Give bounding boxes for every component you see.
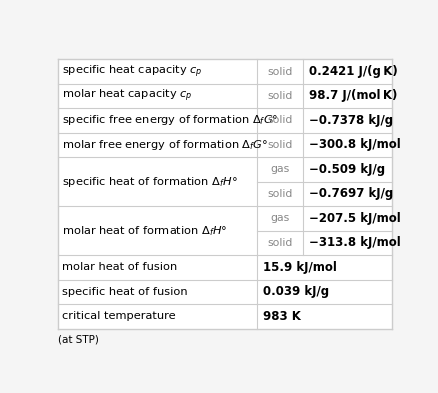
Text: −0.7697 kJ/g: −0.7697 kJ/g (309, 187, 393, 200)
Bar (58, 59, 391, 329)
Text: solid: solid (267, 116, 292, 125)
Text: specific free energy of formation $\Delta_f G°$: specific free energy of formation $\Delt… (62, 114, 278, 127)
Text: −0.7378 kJ/g: −0.7378 kJ/g (309, 114, 393, 127)
Text: gas: gas (270, 164, 289, 174)
Text: solid: solid (267, 189, 292, 199)
Text: −313.8 kJ/mol: −313.8 kJ/mol (309, 237, 400, 250)
Text: 98.7 J/(mol K): 98.7 J/(mol K) (309, 90, 397, 103)
Text: (at STP): (at STP) (58, 335, 99, 345)
Text: specific heat of formation $\Delta_f H°$: specific heat of formation $\Delta_f H°$ (62, 174, 237, 189)
Text: molar free energy of formation $\Delta_f G°$: molar free energy of formation $\Delta_f… (62, 138, 268, 152)
Text: −207.5 kJ/mol: −207.5 kJ/mol (309, 212, 400, 225)
Text: molar heat capacity $c_p$: molar heat capacity $c_p$ (62, 88, 192, 104)
Text: −300.8 kJ/mol: −300.8 kJ/mol (309, 138, 400, 151)
Text: 983 K: 983 K (262, 310, 300, 323)
Text: solid: solid (267, 91, 292, 101)
Text: critical temperature: critical temperature (62, 311, 176, 321)
Text: 0.2421 J/(g K): 0.2421 J/(g K) (309, 65, 397, 78)
Text: molar heat of fusion: molar heat of fusion (62, 263, 177, 272)
Text: specific heat of fusion: specific heat of fusion (62, 287, 187, 297)
Text: specific heat capacity $c_p$: specific heat capacity $c_p$ (62, 63, 202, 80)
Text: solid: solid (267, 140, 292, 150)
Text: 0.039 kJ/g: 0.039 kJ/g (262, 285, 328, 298)
Text: solid: solid (267, 66, 292, 77)
Text: 15.9 kJ/mol: 15.9 kJ/mol (262, 261, 336, 274)
Text: molar heat of formation $\Delta_f H°$: molar heat of formation $\Delta_f H°$ (62, 224, 227, 237)
Text: solid: solid (267, 238, 292, 248)
Text: gas: gas (270, 213, 289, 223)
Text: −0.509 kJ/g: −0.509 kJ/g (309, 163, 385, 176)
